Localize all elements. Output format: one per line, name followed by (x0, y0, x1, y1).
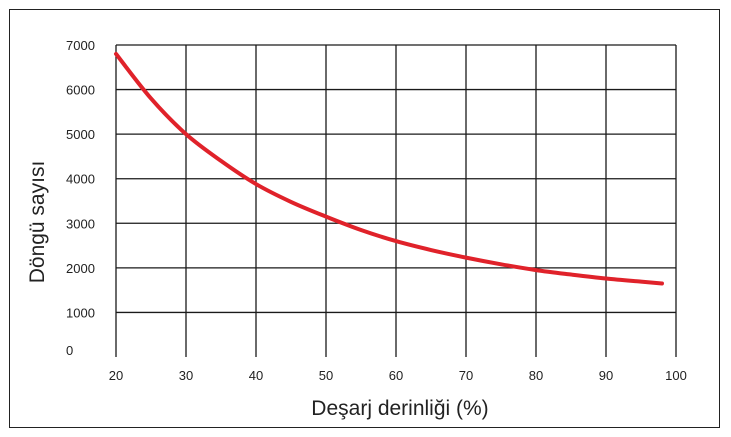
y-tick-label: 0 (66, 343, 73, 358)
chart-frame (9, 9, 720, 428)
x-tick-label: 80 (529, 368, 543, 383)
series-line (114, 51, 664, 286)
x-tick-label: 20 (109, 368, 123, 383)
y-tick-label: 4000 (66, 172, 95, 187)
y-tick-label: 5000 (66, 127, 95, 142)
y-tick-label: 7000 (66, 38, 95, 53)
x-tick-label: 30 (179, 368, 193, 383)
x-axis-label: Deşarj derinliği (%) (311, 397, 488, 420)
x-tick-labels: 20 30 40 50 60 70 80 90 100 (109, 368, 687, 383)
y-axis-label: Döngü sayısı (26, 161, 49, 284)
x-tick-label: 90 (599, 368, 613, 383)
grid-lines (115, 44, 677, 357)
series-lines (114, 51, 664, 286)
y-tick-labels: 0 1000 2000 3000 4000 5000 6000 7000 (66, 38, 95, 358)
y-tick-label: 2000 (66, 261, 95, 276)
x-tick-label: 40 (249, 368, 263, 383)
x-tick-label: 100 (665, 368, 687, 383)
y-tick-label: 6000 (66, 83, 95, 98)
y-tick-label: 1000 (66, 305, 95, 320)
y-tick-label: 3000 (66, 216, 95, 231)
x-tick-label: 60 (389, 368, 403, 383)
x-tick-label: 70 (459, 368, 473, 383)
x-tick-label: 50 (319, 368, 333, 383)
